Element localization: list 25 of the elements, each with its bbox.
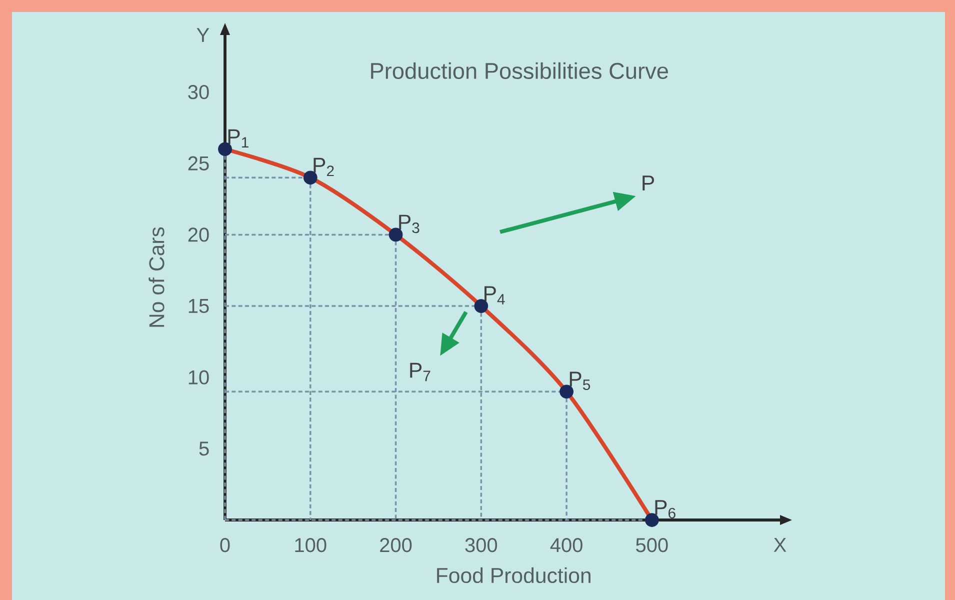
x-tick-label: 300 (465, 538, 498, 552)
annotation: P$_{6}$ (655, 500, 676, 518)
y-tick-label: 20 (188, 228, 209, 242)
x-axis-title: Food Production (437, 567, 590, 584)
x-tick-label: 500 (636, 538, 668, 552)
text: Y (196, 28, 210, 42)
y-tick-label: 25 (188, 156, 209, 170)
x-tick-label: 200 (380, 538, 412, 552)
y-tick-label: 30 (188, 84, 209, 100)
text: Production Possibilities Curve (371, 62, 668, 79)
x-tick-label: 0 (220, 538, 230, 552)
y-tick-label: 5 (199, 442, 209, 456)
annotation: P$_{2}$ (314, 158, 334, 176)
annotation: P (642, 176, 654, 190)
text: X (774, 538, 786, 552)
annotation: P$_{1}$ (228, 129, 248, 148)
annotation: P$_{4}$ (484, 286, 505, 304)
y-tick-label: 15 (188, 299, 209, 314)
x-tick-label: 100 (295, 538, 326, 552)
x-tick-label: 400 (550, 538, 582, 552)
annotation: P$_{7}$ (410, 362, 430, 382)
annotation: P$_{3}$ (399, 214, 420, 234)
y-axis-title: No of Cars (148, 227, 164, 327)
annotation: P$_{5}$ (570, 372, 590, 390)
y-tick-label: 10 (188, 370, 209, 384)
